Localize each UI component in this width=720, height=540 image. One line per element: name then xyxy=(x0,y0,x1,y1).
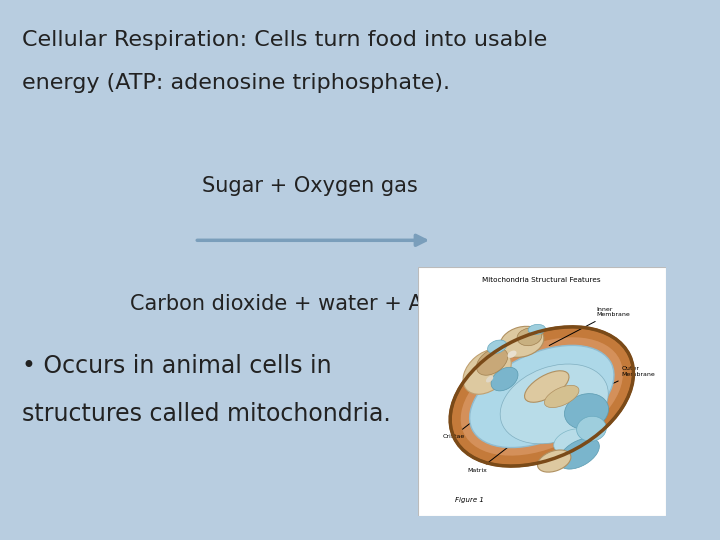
Text: • Occurs in animal cells in: • Occurs in animal cells in xyxy=(22,354,331,377)
Text: Matrix: Matrix xyxy=(467,413,552,474)
Ellipse shape xyxy=(460,336,624,456)
Text: Mitochondria Structural Features: Mitochondria Structural Features xyxy=(482,277,601,284)
Ellipse shape xyxy=(469,346,614,448)
Ellipse shape xyxy=(517,328,541,346)
Ellipse shape xyxy=(450,327,634,466)
Text: energy (ATP: adenosine triphosphate).: energy (ATP: adenosine triphosphate). xyxy=(22,73,449,93)
Ellipse shape xyxy=(508,350,516,358)
Ellipse shape xyxy=(487,340,507,354)
Ellipse shape xyxy=(463,349,511,394)
Text: Carbon dioxide + water + ATP: Carbon dioxide + water + ATP xyxy=(130,294,446,314)
Text: Outer
Membrane: Outer Membrane xyxy=(609,366,655,386)
Ellipse shape xyxy=(564,394,608,429)
Text: structures called mitochondria.: structures called mitochondria. xyxy=(22,402,390,426)
Text: Cristae: Cristae xyxy=(442,398,503,438)
Ellipse shape xyxy=(544,386,579,408)
Ellipse shape xyxy=(500,326,544,357)
Ellipse shape xyxy=(525,371,569,402)
Ellipse shape xyxy=(528,325,546,334)
Ellipse shape xyxy=(486,376,493,382)
Ellipse shape xyxy=(577,416,606,441)
Text: Figure 1: Figure 1 xyxy=(455,497,484,503)
Ellipse shape xyxy=(477,348,508,375)
FancyBboxPatch shape xyxy=(418,267,666,516)
Ellipse shape xyxy=(491,367,518,391)
Text: Inner
Membrane: Inner Membrane xyxy=(549,307,630,346)
Text: Sugar + Oxygen gas: Sugar + Oxygen gas xyxy=(202,176,418,195)
Text: Cellular Respiration: Cells turn food into usable: Cellular Respiration: Cells turn food in… xyxy=(22,30,547,50)
Ellipse shape xyxy=(554,429,590,454)
Ellipse shape xyxy=(538,450,571,472)
Ellipse shape xyxy=(500,364,608,444)
Ellipse shape xyxy=(559,438,599,469)
